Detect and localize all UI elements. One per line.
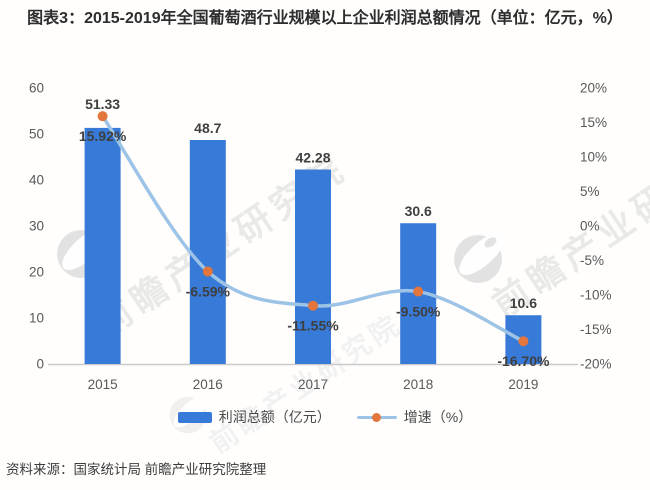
legend-line-label: 增速（%） — [403, 409, 473, 425]
svg-text:15%: 15% — [580, 115, 607, 130]
svg-text:20: 20 — [29, 265, 44, 280]
svg-text:2019: 2019 — [508, 377, 538, 392]
svg-text:-16.70%: -16.70% — [497, 353, 550, 369]
svg-text:2017: 2017 — [298, 377, 328, 392]
svg-text:30.6: 30.6 — [405, 203, 432, 219]
svg-text:-20%: -20% — [580, 357, 612, 372]
svg-text:10%: 10% — [580, 150, 607, 165]
svg-text:20%: 20% — [580, 81, 607, 96]
svg-text:60: 60 — [29, 81, 44, 96]
legend-item-growth: 增速（%） — [356, 407, 473, 427]
svg-text:-5%: -5% — [580, 253, 604, 268]
legend-line-swatch-icon — [356, 412, 397, 423]
svg-text:-6.59%: -6.59% — [186, 283, 231, 299]
svg-text:0: 0 — [36, 357, 44, 372]
qianzhan-logo-icon — [454, 233, 504, 283]
svg-text:10: 10 — [29, 311, 44, 326]
svg-text:2016: 2016 — [193, 377, 223, 392]
svg-text:42.28: 42.28 — [295, 150, 330, 166]
svg-text:15.92%: 15.92% — [79, 128, 127, 144]
svg-text:30: 30 — [29, 219, 44, 234]
svg-text:-15%: -15% — [580, 322, 612, 337]
chart-title: 图表3：2015-2019年全国葡萄酒行业规模以上企业利润总额情况（单位：亿元，… — [27, 10, 623, 27]
svg-text:48.7: 48.7 — [194, 120, 221, 136]
svg-text:51.33: 51.33 — [85, 96, 120, 112]
svg-text:40: 40 — [29, 173, 44, 188]
svg-text:50: 50 — [29, 127, 44, 142]
svg-text:-11.55%: -11.55% — [287, 318, 339, 334]
svg-text:-9.50%: -9.50% — [396, 304, 441, 320]
svg-text:2015: 2015 — [88, 377, 118, 392]
legend-line-dot-icon — [371, 412, 381, 422]
svg-text:10.6: 10.6 — [510, 295, 537, 311]
legend-bar-label: 利润总额（亿元） — [218, 409, 331, 425]
svg-text:-10%: -10% — [580, 288, 612, 303]
svg-text:0%: 0% — [580, 219, 600, 234]
legend-bar-swatch-icon — [177, 411, 212, 423]
svg-text:5%: 5% — [580, 184, 600, 199]
legend-item-profit: 利润总额（亿元） — [177, 407, 331, 427]
chart-legend: 利润总额（亿元） 增速（%） — [0, 407, 650, 427]
source-note: 资料来源：国家统计局 前瞻产业研究院整理 — [6, 462, 267, 477]
svg-text:2018: 2018 — [403, 377, 433, 392]
